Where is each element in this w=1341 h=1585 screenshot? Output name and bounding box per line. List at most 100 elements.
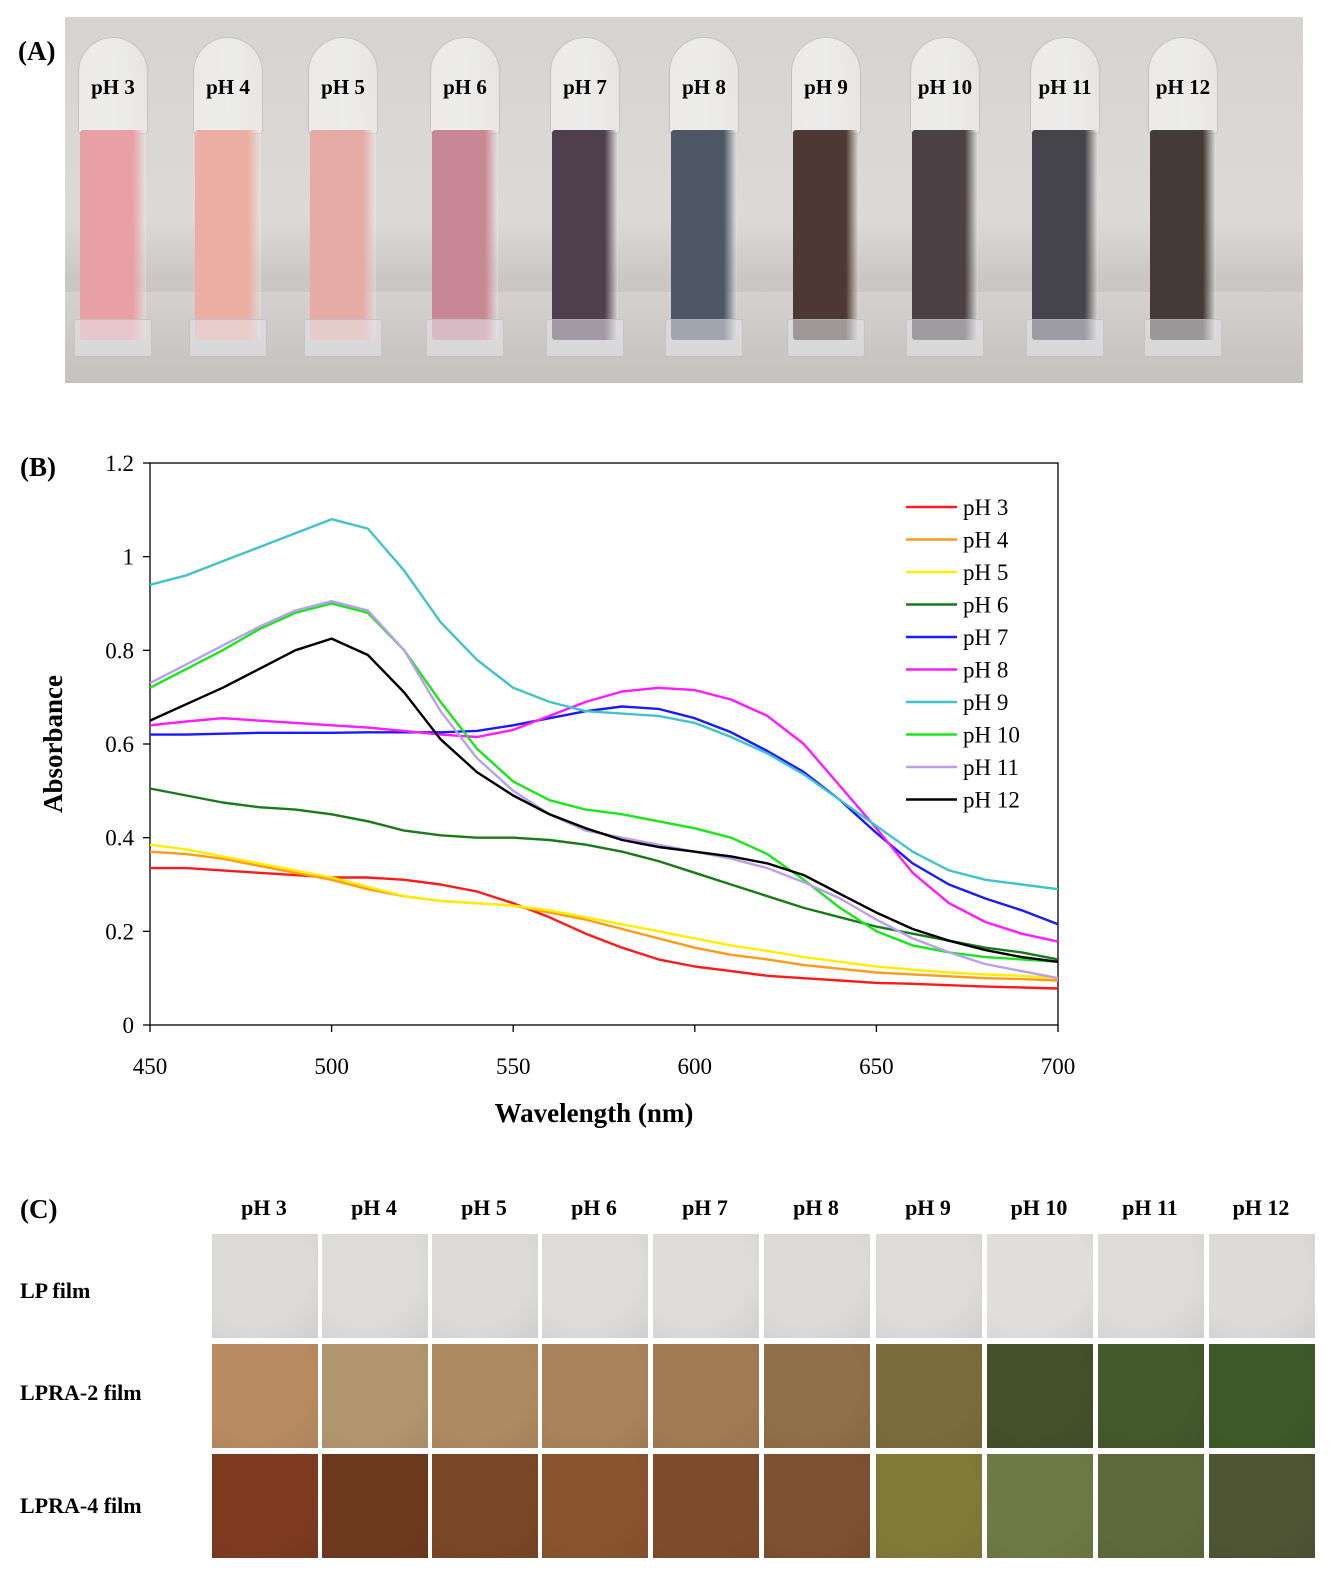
film-swatch [653, 1234, 759, 1338]
y-tick-label: 0.8 [105, 638, 134, 663]
absorbance-chart: 0 0.2 0.4 0.6 0.8 1 1.2 450 500 550 600 650 700 Wavel… [38, 451, 1076, 1128]
film-swatch [542, 1344, 648, 1448]
vial-cap [193, 37, 263, 134]
film-swatch [432, 1234, 538, 1338]
vial-7 [785, 37, 867, 357]
legend-label: pH 12 [963, 788, 1020, 813]
series-line-ph-3 [150, 866, 1059, 990]
film-swatch [764, 1344, 870, 1448]
vial-label: pH 5 [321, 75, 365, 99]
film-swatch [322, 1454, 428, 1558]
film-swatch [1209, 1344, 1315, 1448]
vial-label: pH 4 [206, 75, 250, 99]
vial-10 [1142, 37, 1224, 357]
film-swatch [653, 1344, 759, 1448]
legend-label: pH 9 [963, 690, 1008, 715]
vial-base [1144, 319, 1222, 357]
film-column-header: pH 6 [571, 1195, 617, 1220]
vial-liquid [80, 130, 146, 340]
film-swatch [876, 1234, 982, 1338]
y-axis-label: Absorbance [38, 675, 68, 813]
vial-label: pH 12 [1155, 75, 1211, 99]
vial-cap [550, 37, 620, 134]
film-swatch [764, 1234, 870, 1338]
legend-label: pH 4 [963, 528, 1009, 553]
series-line-ph-4 [149, 850, 1059, 982]
vial-liquid [1150, 130, 1216, 340]
film-swatch [1098, 1454, 1204, 1558]
film-column-header: pH 8 [793, 1195, 839, 1220]
vial-cap [1030, 37, 1100, 134]
film-column-header: pH 4 [351, 1195, 397, 1220]
film-swatch [876, 1454, 982, 1558]
film-swatch [212, 1344, 318, 1448]
vial-liquid [552, 130, 618, 340]
legend-label: pH 10 [963, 723, 1020, 748]
y-tick-label: 0.6 [105, 732, 134, 757]
vial-base [1026, 319, 1104, 357]
vial-liquid [671, 130, 737, 340]
x-tick-label: 650 [859, 1054, 894, 1079]
vial-cap [430, 37, 500, 134]
film-swatch [1098, 1344, 1204, 1448]
film-swatch [212, 1234, 318, 1338]
vial-base [546, 319, 624, 357]
film-swatch [542, 1234, 648, 1338]
vial-label: pH 11 [1038, 75, 1092, 99]
y-tick-label: 0 [123, 1013, 135, 1038]
series-line-ph-12 [149, 637, 1059, 963]
film-column-header: pH 11 [1122, 1195, 1178, 1220]
vial-liquid [793, 130, 859, 340]
vial-base [665, 319, 743, 357]
vial-9 [1024, 37, 1106, 357]
panel-label-b: (B) [20, 452, 56, 482]
film-swatch [542, 1454, 648, 1558]
film-swatch [1209, 1454, 1315, 1558]
series-line-ph-5 [149, 843, 1059, 980]
film-swatch [212, 1454, 318, 1558]
legend-label: pH 3 [963, 495, 1008, 520]
film-swatch [432, 1454, 538, 1558]
vial-label: pH 6 [443, 75, 487, 99]
vial-cap [1148, 37, 1218, 134]
film-swatch [764, 1454, 870, 1558]
vial-base [74, 319, 152, 357]
panel-label-a: (A) [18, 36, 56, 66]
vial-label: pH 10 [917, 75, 973, 99]
film-swatch [1098, 1234, 1204, 1338]
legend-label: pH 6 [963, 593, 1008, 618]
series-line-ph-8 [149, 686, 1059, 943]
vial-cap [78, 37, 148, 134]
film-column-header: pH 3 [241, 1195, 287, 1220]
vial-liquid [310, 130, 376, 340]
y-tick-label: 1 [123, 545, 135, 570]
series-line-ph-7 [150, 705, 1059, 926]
legend-label: pH 8 [963, 658, 1008, 683]
vial-1 [72, 37, 154, 357]
film-column-header: pH 7 [682, 1195, 728, 1220]
vial-label: pH 3 [91, 75, 135, 99]
film-swatch [987, 1454, 1093, 1558]
film-swatch [876, 1344, 982, 1448]
vial-liquid [195, 130, 261, 340]
vial-base [906, 319, 984, 357]
x-tick-label: 700 [1041, 1054, 1076, 1079]
vial-label: pH 8 [682, 75, 726, 99]
vial-label: pH 9 [804, 75, 848, 99]
film-row-label: LP film [20, 1278, 91, 1303]
film-swatch [322, 1234, 428, 1338]
x-axis-label: Wavelength (nm) [495, 1098, 694, 1128]
vial-base [787, 319, 865, 357]
vial-base [189, 319, 267, 357]
film-swatch [987, 1344, 1093, 1448]
x-tick-label: 450 [133, 1054, 168, 1079]
y-tick-label: 0.2 [105, 919, 134, 944]
film-column-header: pH 5 [461, 1195, 507, 1220]
y-tick-label: 0.4 [105, 826, 134, 851]
vials-photo: pH 3 pH 4 pH 5 pH 6 pH 7 pH 8 pH 9 pH 10 pH 11 pH… [65, 17, 1303, 383]
vial-liquid [432, 130, 498, 340]
vial-8 [904, 37, 986, 357]
vial-5 [544, 37, 626, 357]
panel-label-c: (C) [20, 1194, 58, 1224]
vial-base [304, 319, 382, 357]
